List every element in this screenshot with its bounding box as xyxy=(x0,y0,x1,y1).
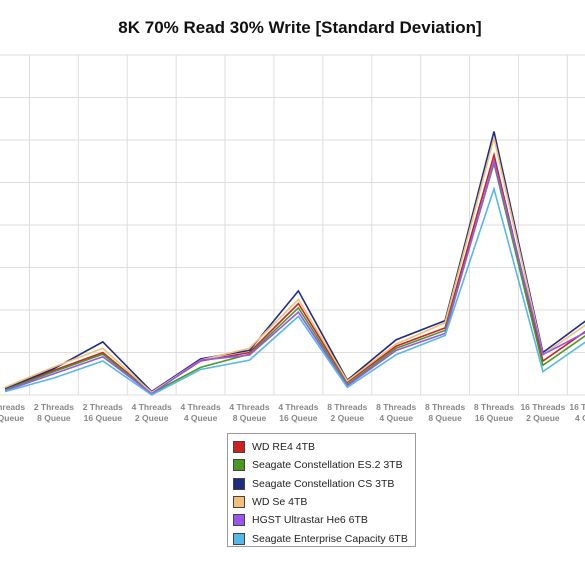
legend-item: WD RE4 4TB xyxy=(233,438,415,456)
x-tick-label: 4 Threads 8 Queue xyxy=(229,402,269,423)
x-tick-label: 8 Threads 8 Queue xyxy=(425,402,465,423)
series-line-seagate-constellation-es-2-3tb xyxy=(4,160,585,395)
legend-swatch xyxy=(233,441,245,454)
x-tick-label: 2 Threads 8 Queue xyxy=(34,402,74,423)
x-tick-label: 16 Threads 2 Queue xyxy=(520,402,565,423)
legend-label: HGST Ultrastar He6 6TB xyxy=(252,514,368,527)
x-tick-label: 4 Threads 2 Queue xyxy=(132,402,172,423)
x-tick-label: 8 Threads 2 Queue xyxy=(327,402,367,423)
legend-item: Seagate Constellation CS 3TB xyxy=(233,475,415,493)
series-line-wd-re4-4tb xyxy=(4,151,585,394)
series-line-hgst-ultrastar-he6-6tb xyxy=(4,158,585,395)
legend-item: Seagate Enterprise Capacity 6TB xyxy=(233,529,415,547)
legend-swatch xyxy=(233,514,245,527)
x-tick-label: 2 Threads 16 Queue xyxy=(83,402,123,423)
x-tick-label: 8 Threads 16 Queue xyxy=(474,402,514,423)
chart-title: 8K 70% Read 30% Write [Standard Deviatio… xyxy=(118,18,482,37)
legend-swatch xyxy=(233,459,245,472)
series-lines xyxy=(4,131,585,396)
x-tick-label: 8 Threads 4 Queue xyxy=(376,402,416,423)
legend-label: WD Se 4TB xyxy=(252,496,308,509)
chart-grid xyxy=(0,54,585,396)
legend-item: Seagate Constellation ES.2 3TB xyxy=(233,456,415,474)
x-tick-label: 4 Threads 16 Queue xyxy=(278,402,318,423)
legend-item: WD Se 4TB xyxy=(233,493,415,511)
legend-swatch xyxy=(233,496,245,509)
legend-label: WD RE4 4TB xyxy=(252,441,316,454)
chart-legend: WD RE4 4TB Seagate Constellation ES.2 3TB… xyxy=(227,433,416,547)
x-tick-label: 4 Threads 4 Queue xyxy=(181,402,221,423)
legend-item: HGST Ultrastar He6 6TB xyxy=(233,511,415,529)
legend-swatch xyxy=(233,477,245,490)
series-line-seagate-constellation-cs-3tb xyxy=(4,131,585,393)
legend-label: Seagate Enterprise Capacity 6TB xyxy=(252,532,408,545)
series-line-seagate-enterprise-capacity-6tb xyxy=(4,186,585,396)
legend-label: Seagate Constellation CS 3TB xyxy=(252,477,395,490)
legend-swatch xyxy=(233,532,245,545)
legend-label: Seagate Constellation ES.2 3TB xyxy=(252,459,403,472)
series-line-wd-se-4tb xyxy=(4,137,585,394)
